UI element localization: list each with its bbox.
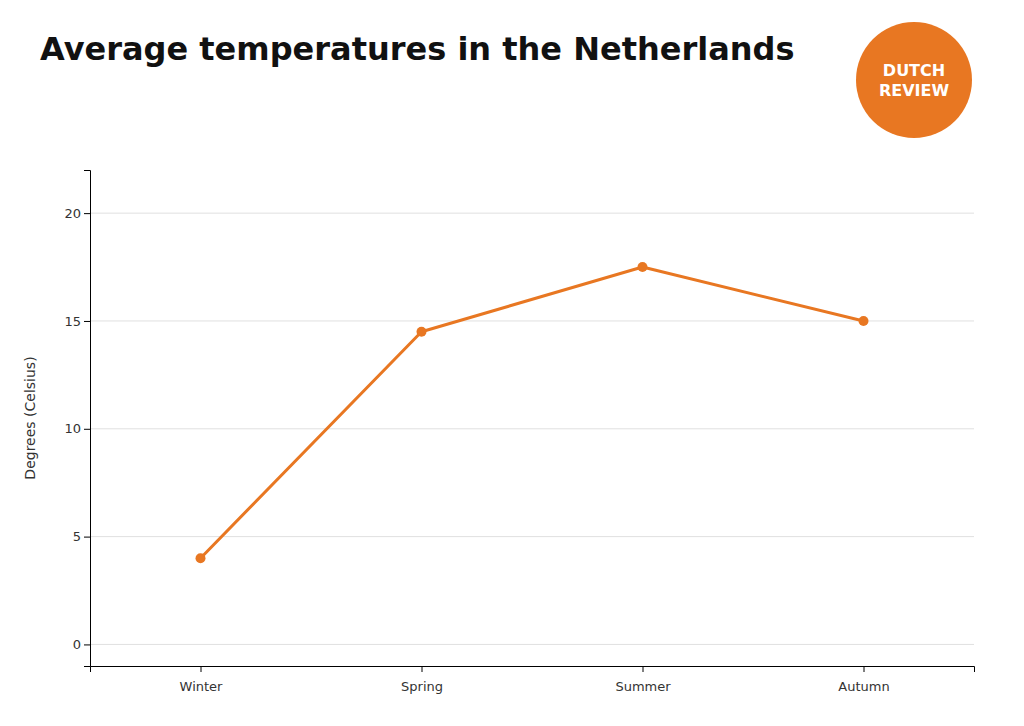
x-tick: Autumn bbox=[838, 666, 889, 694]
y-tick-label: 0 bbox=[73, 637, 81, 652]
y-tick: 0 bbox=[73, 637, 90, 652]
x-tick-mark bbox=[422, 666, 423, 672]
grid-line bbox=[90, 428, 974, 429]
x-tick-label: Winter bbox=[180, 679, 224, 694]
y-tick: 15 bbox=[64, 314, 90, 329]
x-tick-mark bbox=[864, 666, 865, 672]
x-tick-mark bbox=[201, 666, 202, 672]
logo: DUTCHREVIEW bbox=[856, 22, 972, 138]
x-tick-label: Autumn bbox=[838, 679, 889, 694]
y-tick-mark bbox=[84, 213, 90, 214]
y-tick-mark bbox=[84, 644, 90, 645]
y-axis: 0 5 10 15 20 bbox=[64, 171, 90, 667]
title: Average temperatures in the Netherlands bbox=[40, 30, 795, 68]
chart-container: Average temperatures in the Netherlands D… bbox=[0, 0, 1024, 726]
y-tick-mark bbox=[84, 537, 90, 538]
annotation: DUTCH bbox=[883, 61, 945, 80]
grid-line bbox=[90, 644, 974, 645]
x-tick: Summer bbox=[615, 666, 671, 694]
grid bbox=[90, 213, 974, 644]
marks bbox=[196, 262, 869, 563]
point bbox=[859, 316, 869, 326]
x-tick-label: Summer bbox=[615, 679, 671, 694]
y-tick: 5 bbox=[73, 529, 90, 544]
x-tick-mark bbox=[643, 666, 644, 672]
y-tick: 10 bbox=[64, 421, 90, 436]
y-tick-label: 15 bbox=[64, 314, 81, 329]
point bbox=[417, 327, 427, 337]
annotation: REVIEW bbox=[879, 81, 950, 100]
x-tick: Spring bbox=[401, 666, 443, 694]
grid-line bbox=[90, 213, 974, 214]
y-tick: 20 bbox=[64, 206, 90, 221]
y-axis-label: Degrees (Celsius) bbox=[22, 356, 38, 479]
plot: 0 5 10 15 20 Winter Spring Summer Autumn Degrees … bbox=[22, 171, 975, 694]
point bbox=[638, 262, 648, 272]
point bbox=[196, 553, 206, 563]
y-tick-label: 20 bbox=[64, 206, 81, 221]
x-axis: Winter Spring Summer Autumn bbox=[91, 666, 975, 694]
y-tick-label: 5 bbox=[73, 529, 81, 544]
y-tick-label: 10 bbox=[64, 421, 81, 436]
y-tick-mark bbox=[84, 321, 90, 322]
line bbox=[201, 267, 864, 558]
grid-line bbox=[90, 320, 974, 321]
y-tick-mark bbox=[84, 429, 90, 430]
chart-svg: Average temperatures in the Netherlands D… bbox=[0, 0, 1024, 726]
y-axis-line bbox=[84, 171, 91, 667]
logo-circle bbox=[856, 22, 972, 138]
x-tick: Winter bbox=[180, 666, 224, 694]
x-tick-label: Spring bbox=[401, 679, 443, 694]
x-axis-line bbox=[91, 667, 975, 673]
